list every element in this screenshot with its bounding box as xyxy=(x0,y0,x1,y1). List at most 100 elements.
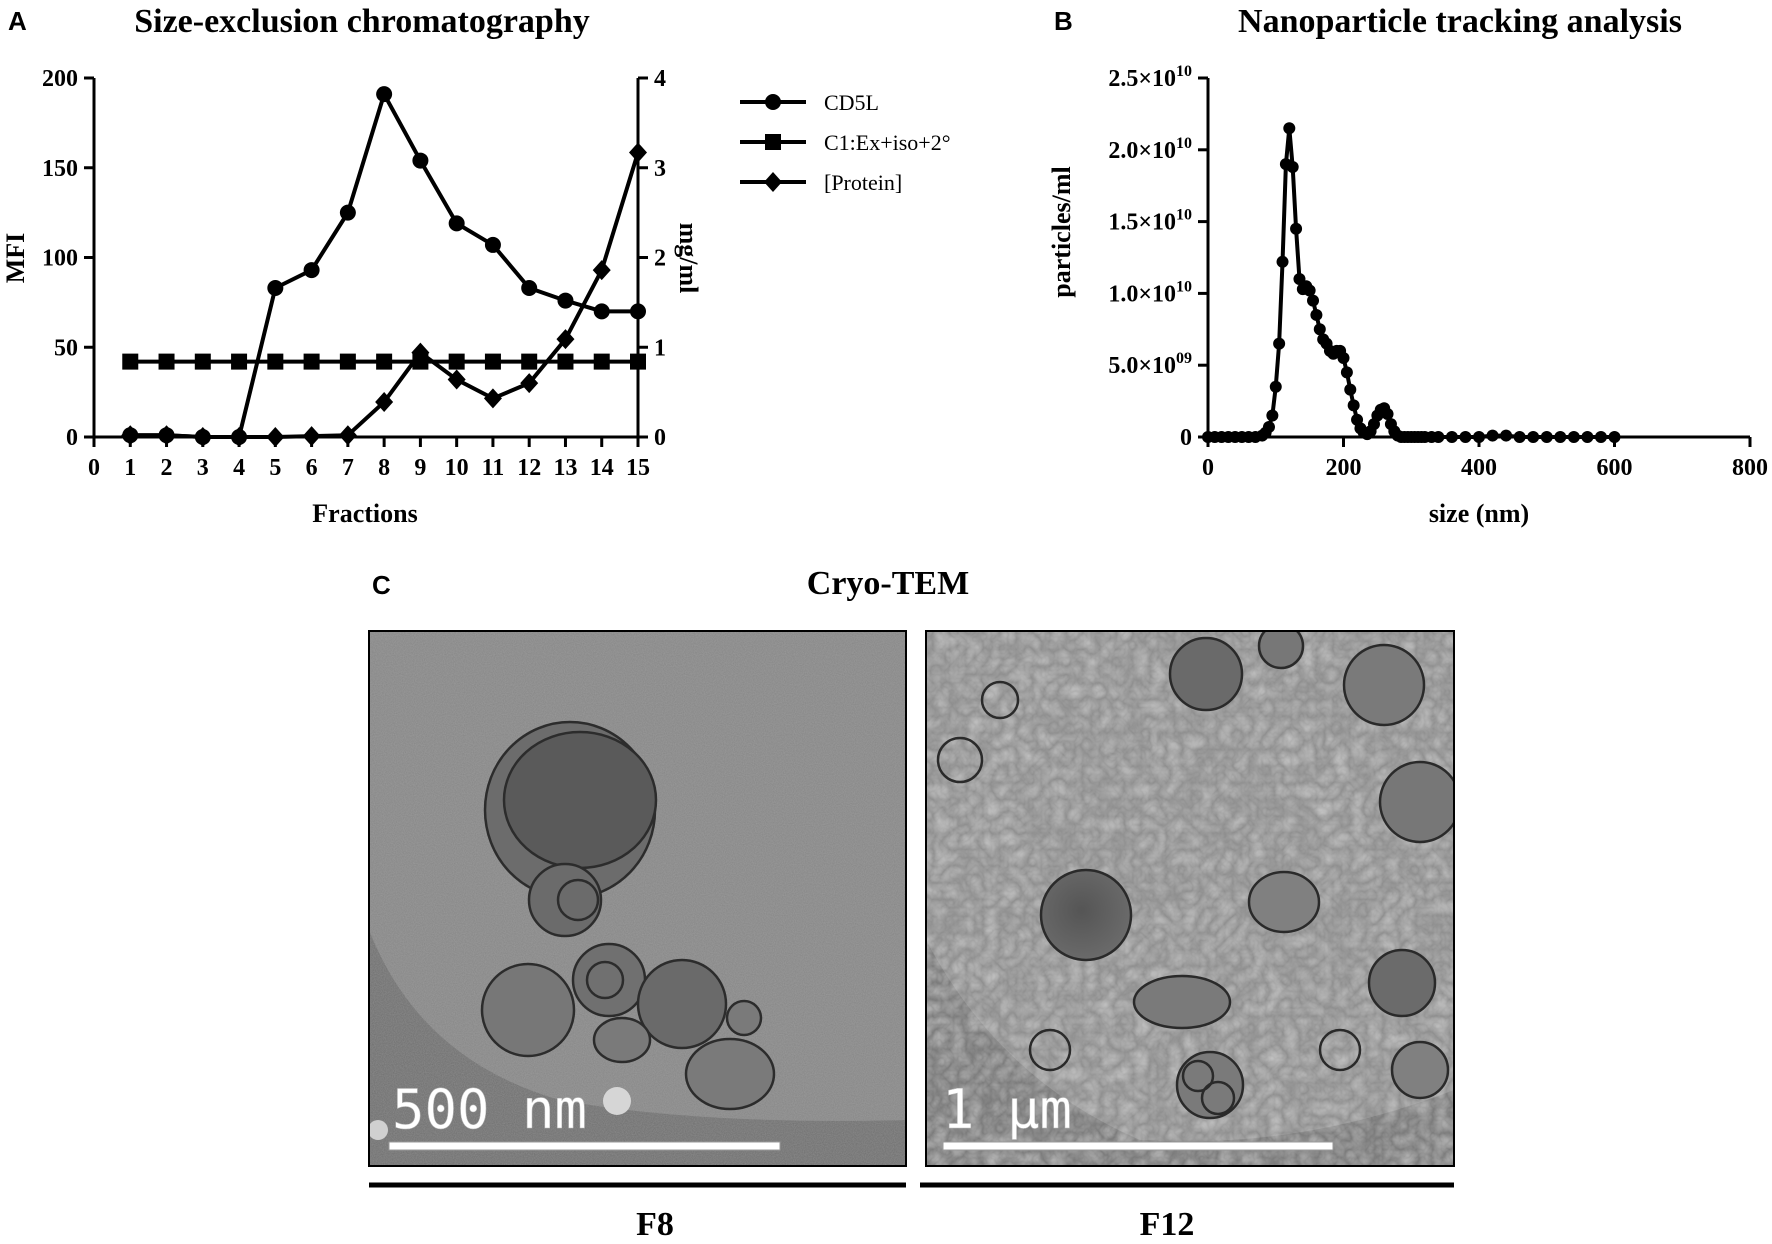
chart-b-point xyxy=(1303,284,1316,297)
chart-a-point-square xyxy=(484,353,501,370)
chart-b-x-tick-label: 0 xyxy=(1202,455,1214,481)
legend-marker-square xyxy=(765,134,781,150)
chart-b-point xyxy=(1608,431,1621,443)
chart-b-point xyxy=(1540,431,1553,443)
chart-a-y-ticks: 0 50 100 150 200 xyxy=(42,66,94,451)
chart-a-point-diamond xyxy=(121,425,140,446)
chart-a-y-tick-label: 100 xyxy=(42,246,78,272)
caption-f8: F8 xyxy=(636,1206,674,1243)
chart-b-point xyxy=(1340,366,1353,379)
chart-a-legend: CD5L C1:Ex+iso+2° [Protein] xyxy=(740,90,951,195)
chart-a-point-diamond xyxy=(193,427,212,447)
chart-a-point-diamond xyxy=(375,391,394,412)
chart-b-point xyxy=(1445,431,1458,443)
chart-b-point xyxy=(1381,408,1394,421)
chart-a-title: Size-exclusion chromatography xyxy=(134,3,590,40)
chart-b-point xyxy=(1337,352,1350,365)
chart-b-point xyxy=(1276,255,1289,268)
chart-a-point-diamond xyxy=(592,260,611,281)
chart-a-y-tick-label: 150 xyxy=(42,156,78,182)
vesicle-field xyxy=(936,631,1454,1120)
chart-b-y-tick-label: 2.5×1010 xyxy=(1108,63,1192,92)
chart-b-point xyxy=(1344,383,1357,396)
chart-a-x-tick-label: 3 xyxy=(197,455,209,481)
chart-a-series xyxy=(121,86,647,447)
chart-a-point-diamond xyxy=(302,426,321,447)
chart-a-point-square xyxy=(339,353,356,370)
chart-b-y-tick-label: 2.0×1010 xyxy=(1108,135,1192,164)
chart-b-y-ticks: 0 5.0×1009 1.0×1010 1.5×1010 2.0×1010 2.5×101… xyxy=(1108,63,1208,451)
chart-a-point-circle xyxy=(448,215,465,232)
chart-b-point xyxy=(1581,431,1594,443)
scale-bar-f8 xyxy=(388,1141,781,1151)
chart-a-x-tick-label: 15 xyxy=(626,455,650,481)
caption-f12: F12 xyxy=(1140,1206,1195,1243)
chart-b-point xyxy=(1286,161,1299,174)
panel-c-title: Cryo-TEM xyxy=(807,565,969,602)
chart-b-point xyxy=(1513,431,1526,443)
panel-a: A Size-exclusion chromatography 0 50 100 15… xyxy=(1,3,951,528)
chart-a-point-diamond xyxy=(157,425,176,446)
chart-b-x-tick-label: 400 xyxy=(1461,455,1497,481)
chart-a-x-tick-label: 1 xyxy=(124,455,136,481)
chart-a-point-diamond xyxy=(447,369,466,390)
chart-b-point xyxy=(1310,308,1323,321)
chart-a-y2-tick-label: 4 xyxy=(654,66,666,92)
micrograph-f12-frame xyxy=(925,630,1455,1167)
chart-a-point-circle xyxy=(412,152,429,169)
chart-a-y2-tick-label: 3 xyxy=(654,156,666,182)
chart-b-point xyxy=(1313,323,1326,336)
vesicle-cluster xyxy=(480,720,776,1111)
chart-a-point-circle xyxy=(484,236,501,253)
chart-a-x-tick-label: 0 xyxy=(88,455,100,481)
chart-a-y-tick-label: 0 xyxy=(66,425,78,451)
chart-a-point-square xyxy=(630,353,646,370)
chart-b-series-line xyxy=(1208,126,1615,439)
chart-a-x-tick-label: 14 xyxy=(590,455,614,481)
panel-c: C Cryo-TEM 500 n xyxy=(368,565,1455,1243)
scale-bar-label-f12: 1 μm xyxy=(942,1078,1072,1141)
chart-b-x-tick-label: 600 xyxy=(1597,455,1633,481)
chart-b-y-tick-label: 1.5×1010 xyxy=(1108,207,1192,236)
chart-a-point-circle xyxy=(303,262,320,279)
chart-a-point-circle xyxy=(376,86,393,103)
chart-a-series-line-circle xyxy=(130,92,638,439)
chart-a-x-tick-label: 2 xyxy=(161,455,173,481)
chart-a-x-tick-label: 8 xyxy=(378,455,390,481)
chart-a-point-square xyxy=(448,353,465,370)
chart-a-x-tick-label: 11 xyxy=(482,455,505,481)
chart-a-y-tick-label: 200 xyxy=(42,66,78,92)
chart-a-y-tick-label: 50 xyxy=(54,335,78,361)
chart-b-point xyxy=(1594,431,1607,443)
chart-a-x-ticks: 0 1 2 3 4 5 6 7 8 9 10 11 12 13 14 15 xyxy=(88,437,650,481)
panel-letter-c: C xyxy=(372,570,391,600)
chart-b-series xyxy=(1202,122,1621,443)
chart-b-title: Nanoparticle tracking analysis xyxy=(1238,3,1682,40)
chart-b-point xyxy=(1262,420,1275,433)
chart-b-point xyxy=(1290,222,1303,235)
chart-a-x-label: Fractions xyxy=(312,499,417,528)
scale-bar-f12 xyxy=(942,1141,1334,1151)
chart-b-x-tick-label: 200 xyxy=(1326,455,1362,481)
chart-a-point-square xyxy=(376,353,393,370)
chart-a-point-diamond xyxy=(520,373,539,394)
chart-a-point-circle xyxy=(267,280,284,297)
chart-b-x-tick-label: 800 xyxy=(1732,455,1768,481)
chart-a-x-tick-label: 13 xyxy=(553,455,577,481)
chart-b-point xyxy=(1269,380,1282,393)
chart-a-point-square xyxy=(521,353,538,370)
micrograph-f8-frame xyxy=(368,630,907,1167)
chart-a-x-tick-label: 9 xyxy=(414,455,426,481)
chart-b-x-ticks: 0 200 400 600 800 xyxy=(1202,437,1768,481)
chart-a-point-square xyxy=(593,353,610,370)
chart-b-point xyxy=(1554,431,1567,443)
chart-a-point-square xyxy=(194,353,211,370)
chart-b-y-tick-label: 5.0×1009 xyxy=(1108,350,1192,379)
chart-a-point-square xyxy=(122,353,139,370)
chart-a-point-diamond xyxy=(556,329,575,350)
chart-a-y2-ticks: 0 1 2 3 4 xyxy=(638,66,666,451)
chart-a-point-square xyxy=(557,353,574,370)
panel-letter-a: A xyxy=(8,6,27,36)
chart-a-point-square xyxy=(303,353,320,370)
chart-a-point-circle xyxy=(339,204,356,221)
